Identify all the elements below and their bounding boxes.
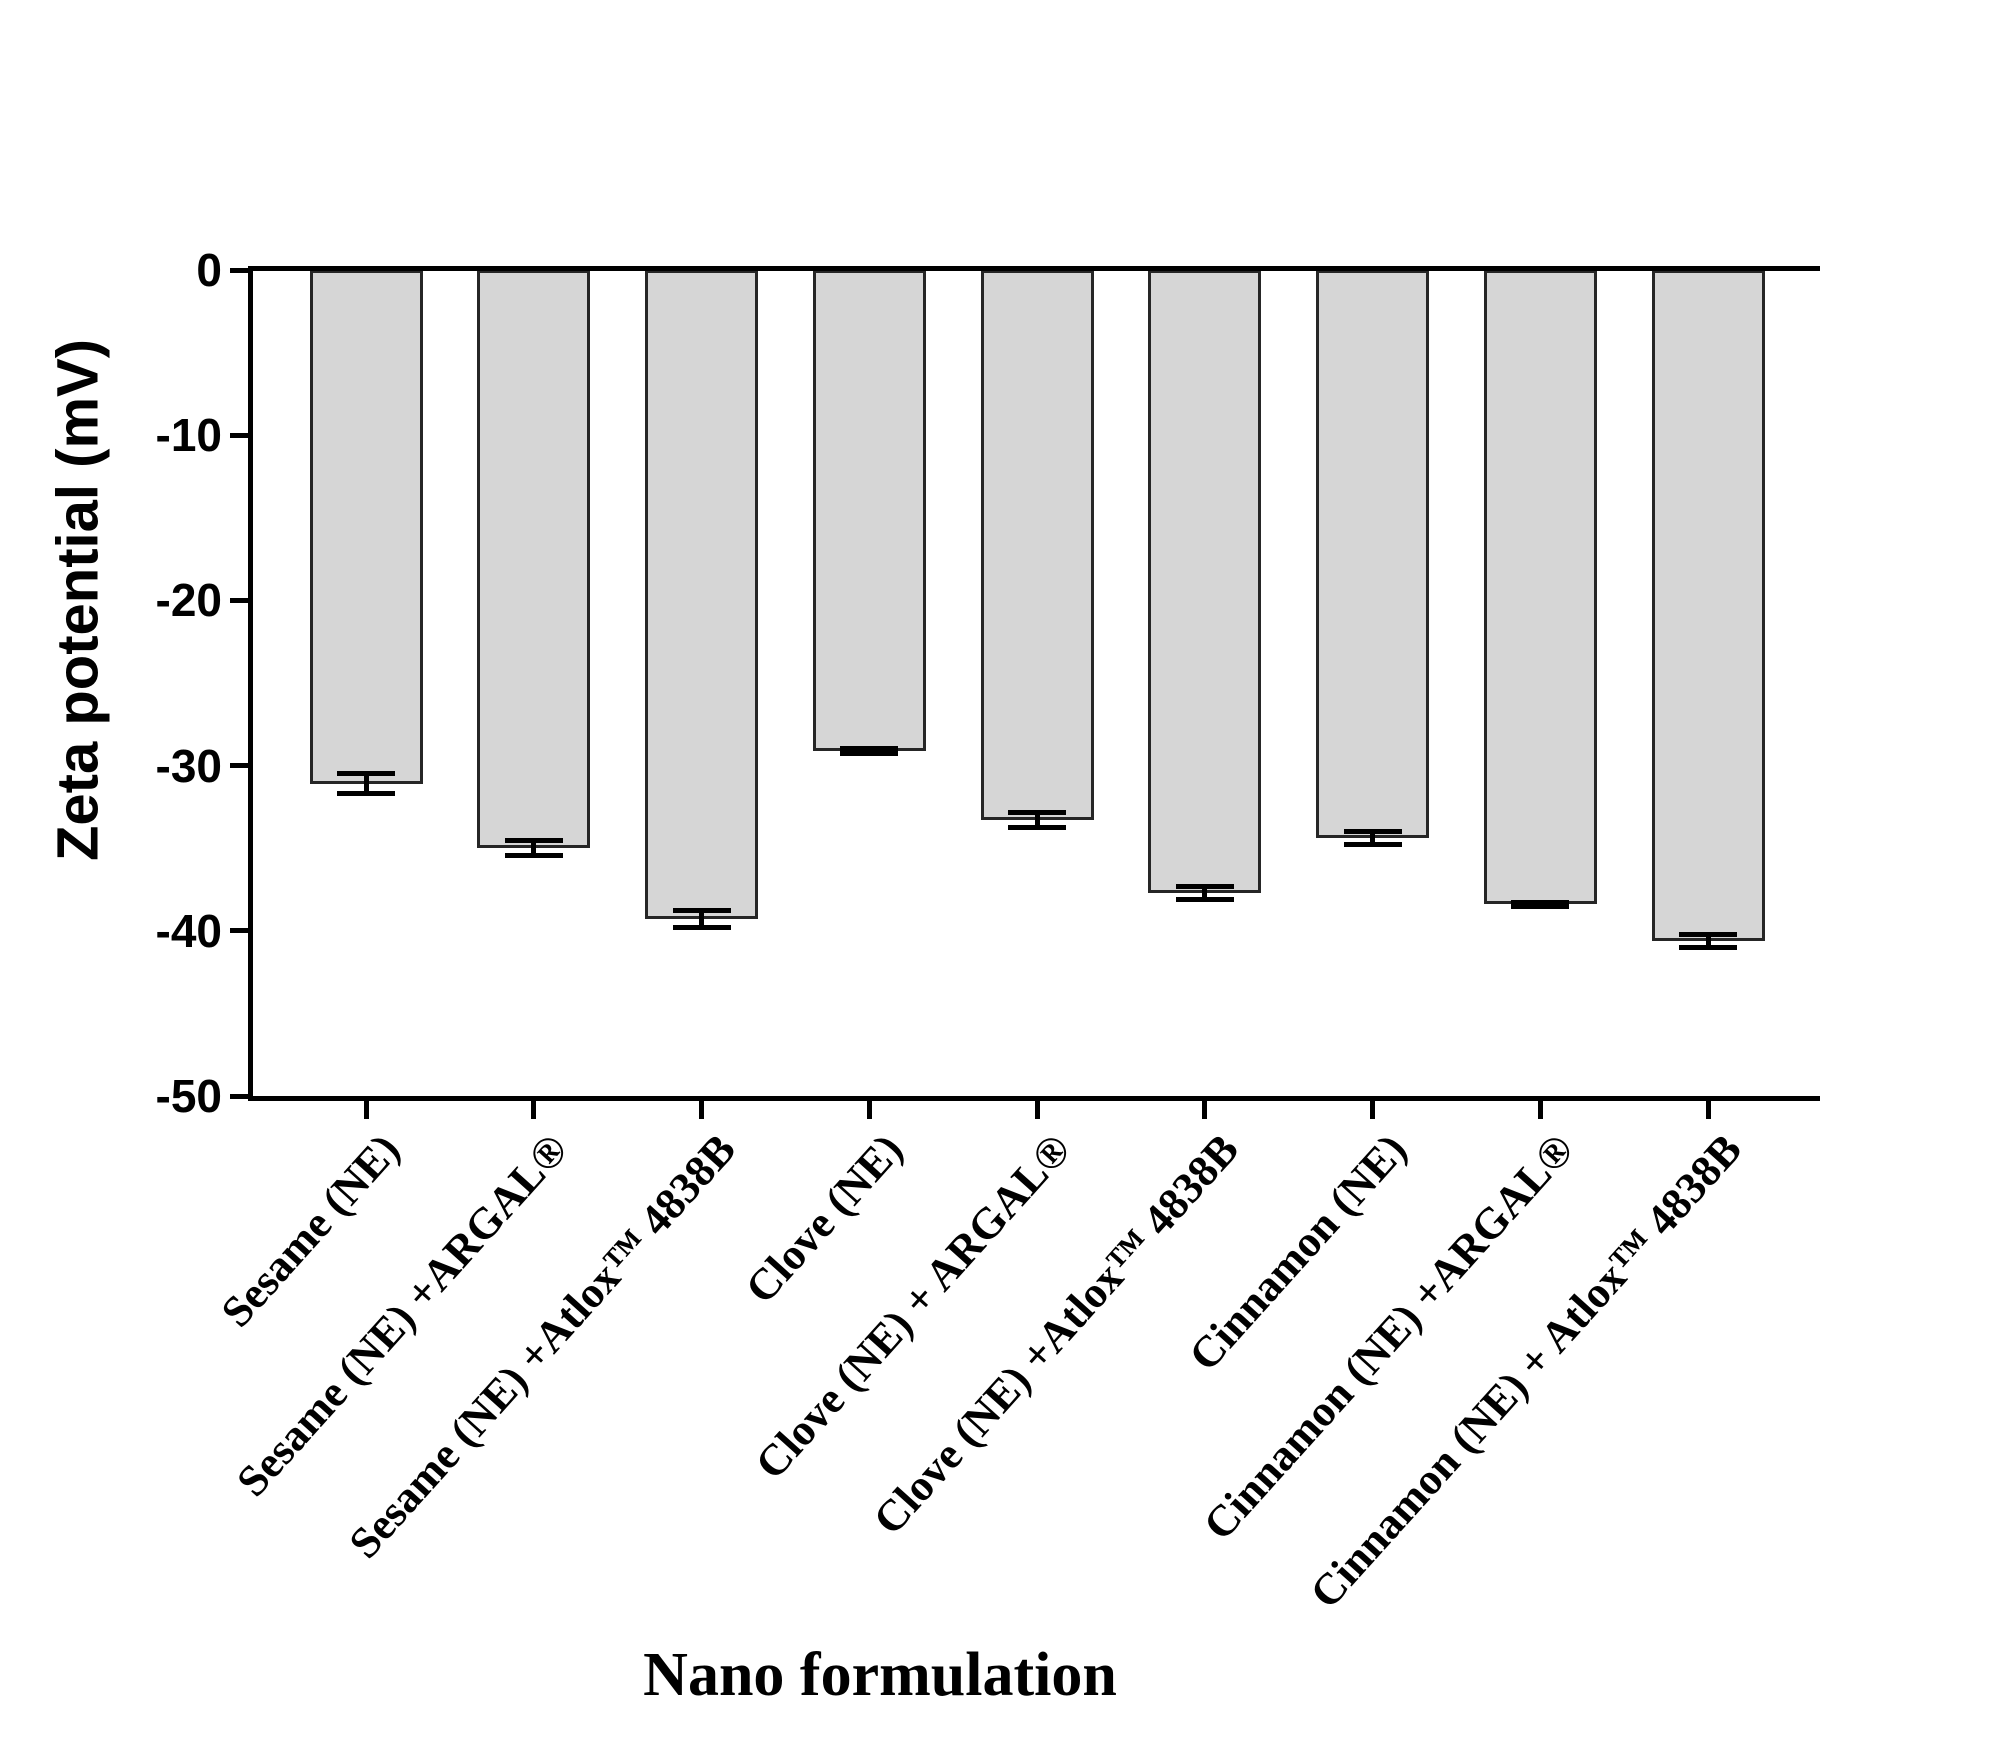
bar: [1148, 270, 1262, 893]
error-bar-cap: [337, 791, 395, 797]
y-tick-label: -10: [155, 409, 222, 462]
error-bar-cap: [1511, 903, 1570, 909]
y-axis-tick: [230, 928, 252, 934]
x-axis-tick: [1034, 1101, 1040, 1119]
bar: [812, 270, 926, 751]
y-tick-label: -30: [155, 739, 222, 792]
x-axis-tick: [531, 1101, 537, 1119]
y-tick-label: -40: [155, 904, 222, 957]
error-bar-cap: [840, 750, 899, 756]
error-bar-line: [1202, 886, 1208, 900]
bar: [1316, 270, 1429, 839]
y-tick-label: -50: [155, 1070, 222, 1122]
error-bar-cap: [1175, 896, 1234, 902]
bar: [477, 270, 591, 849]
y-axis-tick: [230, 432, 252, 438]
x-axis-tick: [699, 1101, 704, 1119]
error-bar-line: [363, 773, 369, 794]
error-bar-line: [1370, 831, 1375, 845]
error-bar-cap: [1679, 931, 1737, 937]
y-axis-line: [248, 266, 253, 1101]
error-bar-cap: [1343, 842, 1402, 848]
x-category-label: Sesame (NE): [211, 1124, 410, 1337]
error-bar-line: [1034, 812, 1040, 828]
x-axis-tick: [866, 1101, 872, 1119]
y-axis-tick: [230, 597, 252, 603]
error-bar-cap: [504, 853, 563, 859]
y-tick-label: 0: [196, 244, 222, 296]
bar: [645, 270, 758, 920]
x-axis-tick: [1202, 1101, 1208, 1119]
error-bar-cap: [1343, 829, 1402, 835]
error-bar-cap: [840, 745, 899, 751]
error-bar-cap: [1175, 883, 1234, 889]
x-axis-tick: [1537, 1101, 1543, 1119]
x-axis-title: Nano formulation: [643, 1641, 1117, 1709]
error-bar-line: [1705, 934, 1711, 948]
bar: [1651, 270, 1765, 941]
y-axis-tick: [230, 1093, 252, 1099]
x-axis-zero-line: [248, 266, 1820, 271]
y-tick-label: -20: [155, 574, 222, 627]
bar: [309, 270, 423, 784]
x-axis-baseline: [248, 1096, 1820, 1101]
error-bar-cap: [672, 924, 731, 930]
error-bar-cap: [1679, 944, 1737, 950]
error-bar-cap: [1008, 810, 1066, 816]
error-bar-cap: [504, 838, 563, 844]
error-bar-cap: [337, 771, 395, 777]
error-bar-line: [531, 840, 537, 856]
bar: [980, 270, 1094, 821]
x-axis-tick: [1370, 1101, 1375, 1119]
error-bar-cap: [1511, 900, 1570, 906]
y-axis-tick: [230, 763, 252, 769]
error-bar-cap: [672, 908, 731, 914]
x-axis-tick: [363, 1101, 369, 1119]
y-axis-tick: [230, 267, 252, 273]
error-bar-line: [699, 910, 704, 928]
error-bar-cap: [1008, 825, 1066, 831]
x-axis-tick: [1705, 1101, 1711, 1119]
bar: [1483, 270, 1597, 905]
